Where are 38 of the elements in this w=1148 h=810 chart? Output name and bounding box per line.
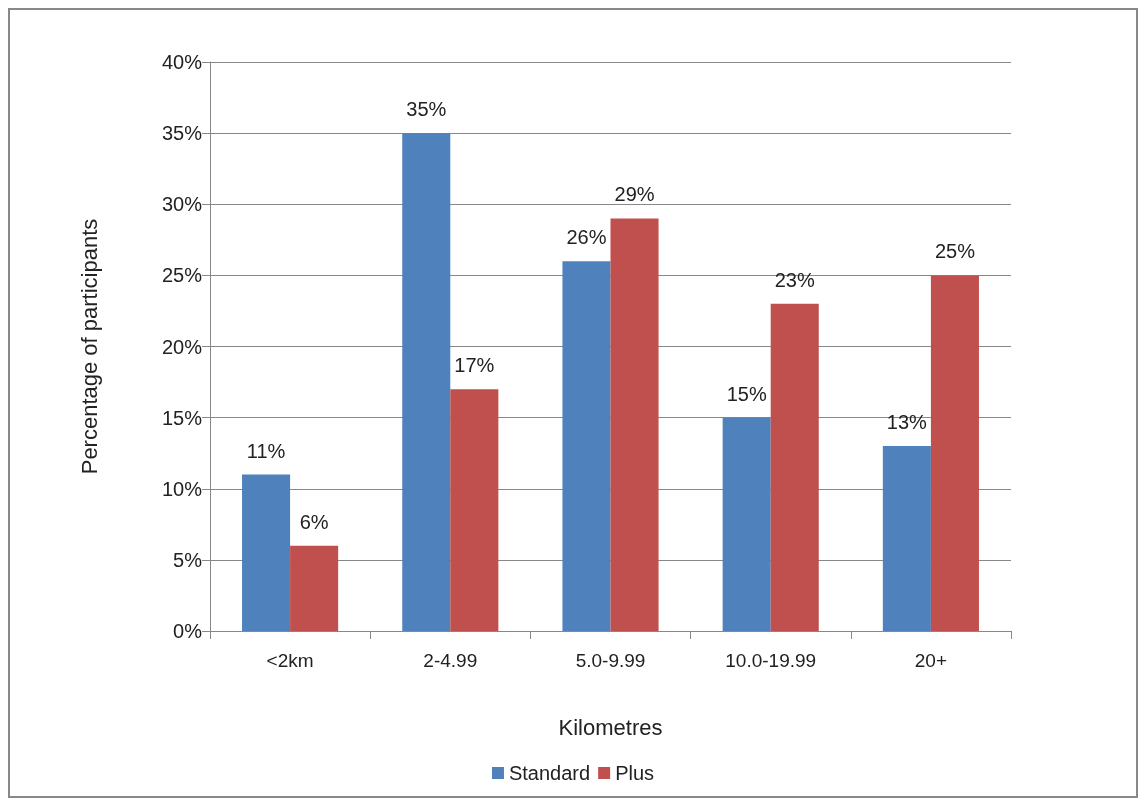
bar <box>722 417 771 631</box>
y-tick-label: 35% <box>161 122 203 145</box>
x-tick-label: 5.0-9.99 <box>575 650 646 671</box>
data-label: 13% <box>886 411 928 434</box>
data-label: 25% <box>934 240 976 263</box>
y-tick-label: 10% <box>161 477 203 500</box>
bar <box>610 218 659 631</box>
x-axis-title: Kilometres <box>558 714 663 740</box>
y-tick-label: 25% <box>161 264 203 287</box>
bar <box>562 261 611 631</box>
y-tick-label: 40% <box>161 51 203 73</box>
bar <box>402 133 451 631</box>
bar <box>450 389 499 631</box>
bar <box>882 446 931 631</box>
data-label: 26% <box>566 226 607 249</box>
x-tick-label: 20+ <box>914 650 948 671</box>
bar <box>242 474 291 631</box>
y-tick-label: 5% <box>173 548 203 571</box>
y-tick-label: 15% <box>161 406 203 429</box>
data-label: 6% <box>299 510 329 533</box>
data-label: 23% <box>774 268 815 291</box>
x-tick-label: <2km <box>266 650 314 671</box>
data-label: 15% <box>726 382 767 405</box>
bar <box>290 545 339 631</box>
x-tick-label: 10.0-19.99 <box>725 650 817 671</box>
y-tick-label: 20% <box>161 335 203 358</box>
data-label: 35% <box>406 98 447 121</box>
bar <box>770 303 819 631</box>
y-tick-label: 0% <box>173 620 203 642</box>
y-tick-label: 30% <box>161 193 203 216</box>
legend-label: Plus <box>615 762 655 784</box>
legend-label: Standard <box>508 762 591 784</box>
x-tick-label: 2-4.99 <box>423 650 478 671</box>
data-label: 17% <box>454 354 495 377</box>
y-axis-title: Percentage of participants <box>76 218 102 475</box>
data-label: 11% <box>246 439 286 462</box>
data-label: 29% <box>614 183 655 206</box>
bar <box>930 275 979 631</box>
